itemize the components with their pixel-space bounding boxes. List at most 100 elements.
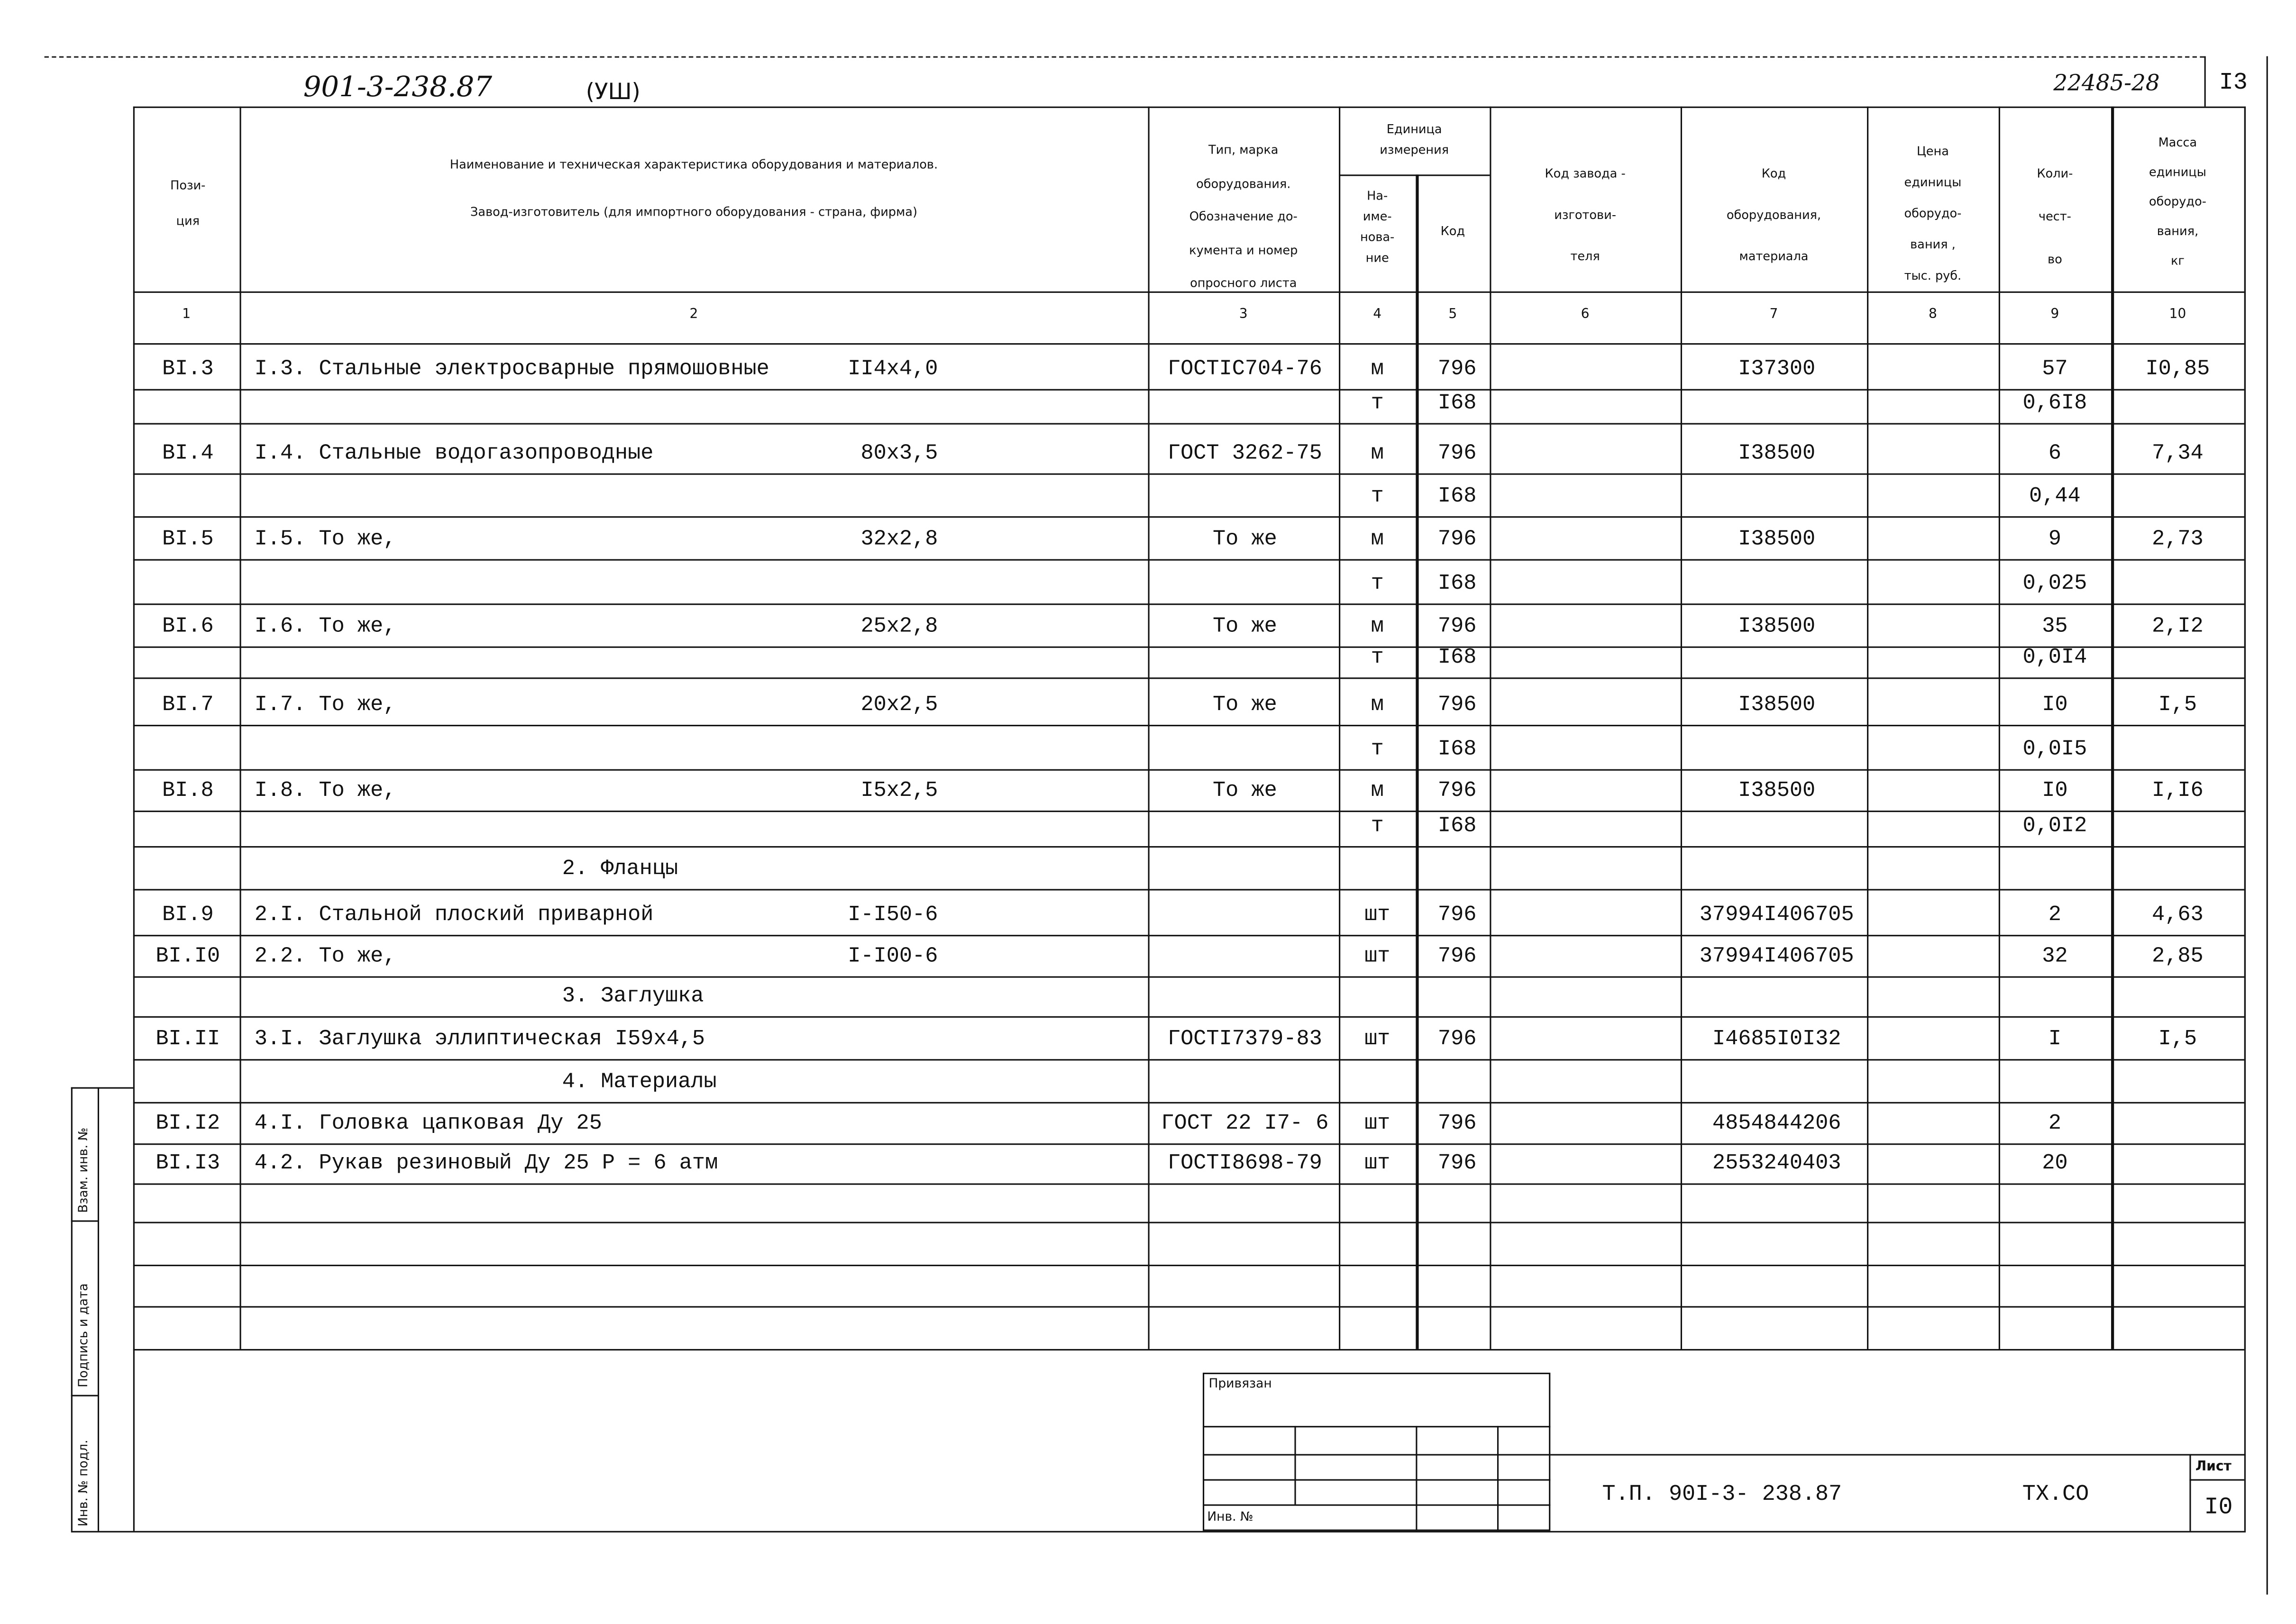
margin-label-inv-orig: Инв. № подл. <box>77 1440 92 1527</box>
column-line <box>133 106 135 1531</box>
margin-strip-top <box>71 1087 133 1089</box>
header-quantity-line: чест- <box>2038 208 2071 224</box>
column-number: 6 <box>1581 308 1590 323</box>
size-cell: I-I50-6 <box>848 903 938 928</box>
position-cell: BI.I2 <box>156 1112 220 1136</box>
quantity-cell: 2 <box>2048 1112 2061 1136</box>
stamp-inv-label: Инв. № <box>1207 1510 1253 1525</box>
column-line <box>1680 106 1683 1349</box>
unit-code-cell: I68 <box>1437 572 1477 596</box>
quantity-cell: 0,44 <box>2029 485 2081 509</box>
column-line <box>1998 106 2000 1349</box>
section-title: 2. Фланцы <box>562 858 678 882</box>
unit-code-cell: 796 <box>1437 528 1477 552</box>
unit-code-cell: I68 <box>1437 646 1477 670</box>
margin-label-signature: Подпись и дата <box>77 1283 92 1388</box>
header-type-line: кумента и номер <box>1189 242 1298 257</box>
name-cell: I.6. То же, <box>254 615 396 639</box>
row-line <box>133 976 2244 978</box>
row-line <box>133 1306 2244 1308</box>
mass-cell: 2,73 <box>2152 528 2204 552</box>
column-number: 10 <box>2169 308 2186 323</box>
header-factory-line: Завод-изготовитель (для импортного обору… <box>470 204 917 219</box>
table-row: BI.I2 4.I. Головка цапковая Ду 25 ГОСТ 22 … <box>133 1102 2244 1145</box>
table-row: т I68 0,0I5 <box>133 725 2244 771</box>
column-line <box>1339 106 1341 1349</box>
unit-code-cell: 796 <box>1437 1028 1477 1052</box>
table-row: BI.3 I.3. Стальные электросварные прямошо… <box>133 343 2244 391</box>
quantity-cell: 20 <box>2042 1152 2068 1176</box>
table-row: т I68 0,44 <box>133 474 2244 518</box>
table-row <box>133 1265 2244 1308</box>
column-number: 9 <box>2050 308 2059 323</box>
column-number: 7 <box>1769 308 1778 323</box>
unit-name-cell: шт <box>1364 903 1390 928</box>
mass-cell: I,5 <box>2158 1028 2197 1052</box>
position-cell: BI.4 <box>162 442 214 466</box>
row-line <box>133 725 2244 727</box>
column-number: 4 <box>1373 308 1382 323</box>
table-row: т I68 0,6I8 <box>133 389 2244 425</box>
unit-code-cell: 796 <box>1437 693 1477 718</box>
name-cell: 4.2. Рукав резиновый Ду 25 Р = 6 атм <box>254 1152 718 1176</box>
table-row: BI.5 I.5. То же, 32x2,8 То же м 796 I38500 9 2,7… <box>133 516 2244 561</box>
header-mass: Масса единицы оборудо-вания, кг <box>2111 127 2244 275</box>
unit-code-cell: 796 <box>1437 1112 1477 1136</box>
unit-name-cell: шт <box>1364 945 1390 969</box>
column-number: 5 <box>1448 308 1457 323</box>
table-row <box>133 1222 2244 1267</box>
row-line <box>133 389 2244 391</box>
page-number: I3 <box>2219 69 2248 96</box>
mass-cell: 2,I2 <box>2152 615 2204 639</box>
table-row: BI.I3 4.2. Рукав резиновый Ду 25 Р = 6 ат… <box>133 1143 2244 1185</box>
stamp-line <box>1202 1454 1551 1456</box>
unit-name-cell: т <box>1371 572 1384 596</box>
row-line <box>133 473 2244 475</box>
document-cell: ГОСТ 3262-75 <box>1167 442 1322 466</box>
position-cell: BI.I3 <box>156 1152 220 1176</box>
material-code-cell: I38500 <box>1738 442 1816 466</box>
table-row: BI.8 I.8. То же, I5x2,5 То же м 796 I38500 I0 I,… <box>133 769 2244 812</box>
unit-code-cell: I68 <box>1437 485 1477 509</box>
column-line <box>1867 106 1869 1349</box>
header-mass-line: Масса <box>2158 134 2197 150</box>
table-top-line <box>133 106 2244 108</box>
mass-cell: I,I6 <box>2152 779 2204 803</box>
name-cell: 2.2. То же, <box>254 945 396 969</box>
unit-code-cell: 796 <box>1437 903 1477 928</box>
row-line <box>133 935 2244 937</box>
quantity-cell: 0,025 <box>2022 572 2087 596</box>
header-price-line: оборудо- <box>1904 205 1962 220</box>
material-code-cell: 4854844206 <box>1712 1112 1841 1136</box>
material-code-cell: I38500 <box>1738 779 1816 803</box>
unit-code-cell: 796 <box>1437 779 1477 803</box>
header-material-code-line: материала <box>1739 248 1809 264</box>
header-material-code: Код оборудования, материала <box>1681 152 1867 276</box>
header-material-code-line: оборудования, <box>1726 207 1821 222</box>
column-number: 1 <box>182 308 191 323</box>
quantity-cell: I0 <box>2042 779 2068 803</box>
quantity-cell: 6 <box>2048 442 2061 466</box>
unit-name-cell: шт <box>1364 1152 1390 1176</box>
header-price-line: вания , <box>1910 237 1956 252</box>
unit-name-cell: м <box>1371 528 1384 552</box>
quantity-cell: 35 <box>2042 615 2068 639</box>
unit-code-cell: I68 <box>1437 738 1477 762</box>
table-row: BI.I0 2.2. То же, I-I00-6 шт 796 37994I406705… <box>133 935 2244 978</box>
quantity-cell: I <box>2048 1028 2061 1052</box>
document-cell: То же <box>1212 615 1277 639</box>
material-code-cell: 37994I406705 <box>1699 903 1854 928</box>
header-position: Пози-ция <box>136 167 239 238</box>
table-right-line <box>2244 106 2246 1531</box>
margin-strip-left <box>71 1087 73 1531</box>
table-row <box>133 1183 2244 1223</box>
header-price-line: единицы <box>1904 174 1962 190</box>
quantity-cell: 0,0I5 <box>2022 738 2087 762</box>
sheet-number: I0 <box>2204 1494 2233 1521</box>
document-cell: То же <box>1212 528 1277 552</box>
column-line <box>1416 174 1419 1349</box>
header-material-code-line: Код <box>1761 165 1786 181</box>
header-mass-line: единицы <box>2149 164 2206 179</box>
quantity-cell: 57 <box>2042 358 2068 382</box>
